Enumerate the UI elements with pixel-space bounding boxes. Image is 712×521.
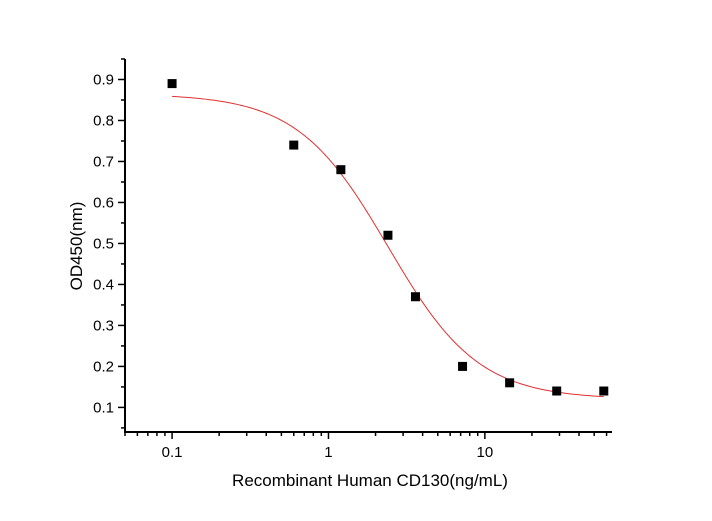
x-tick-label: 1 [324,444,332,461]
y-tick-label: 0.1 [93,399,114,416]
data-point [505,378,515,388]
x-axis-label: Recombinant Human CD130(ng/mL) [232,471,508,490]
data-point [410,292,420,302]
x-tick-label: 0.1 [162,444,183,461]
y-axis-label: OD450(nm) [67,202,86,291]
data-points-layer [167,79,609,396]
axes: 0.1 0.2 0.3 0.4 0.5 0.6 0.7 0.8 0.9 0.1 1 10 [93,58,612,461]
fit-curve-layer [172,95,604,398]
y-tick-label: 0.3 [93,317,114,334]
data-point [552,386,562,396]
data-point [336,165,346,175]
data-point [289,140,299,150]
y-tick-label: 0.5 [93,235,114,252]
y-tick-label: 0.7 [93,153,114,170]
data-point [167,79,177,89]
y-tick-label: 0.6 [93,194,114,211]
fit-curve-line [172,95,604,398]
y-tick-label: 0.4 [93,276,114,293]
y-tick-label: 0.2 [93,358,114,375]
data-point [458,361,468,371]
y-tick-label: 0.8 [93,112,114,129]
data-point [599,386,609,396]
x-tick-label: 10 [477,444,494,461]
y-tick-label: 0.9 [93,71,114,88]
data-point [383,230,393,240]
